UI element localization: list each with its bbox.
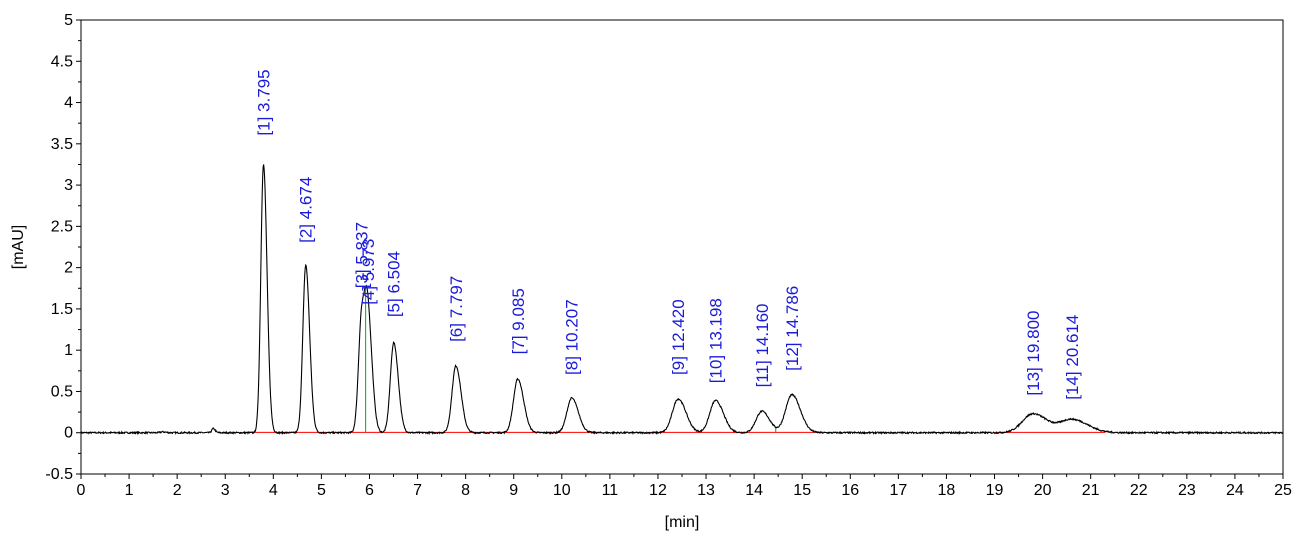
peak-label: [12] 14.786 [783, 286, 802, 371]
chromatogram-trace [80, 164, 1284, 436]
x-tick-label: 5 [317, 482, 326, 499]
y-tick-label: 0.5 [51, 383, 73, 400]
y-tick-label: 5 [64, 12, 73, 29]
peak-label: [14] 20.614 [1063, 315, 1082, 400]
y-axis-label: [mAU] [10, 225, 27, 269]
y-axis: -0.5 0 0.5 1 1.5 2 2.5 3 3.5 4 4.5 5 [45, 12, 81, 483]
peak-label: [13] 19.800 [1024, 310, 1043, 395]
x-tick-label: 12 [649, 482, 667, 499]
y-tick-label: 0 [64, 425, 73, 442]
peak-label: [6] 7.797 [447, 276, 466, 342]
y-tick-label: 1.5 [51, 301, 73, 318]
x-tick-label: 7 [413, 482, 422, 499]
y-tick-label: -0.5 [45, 466, 73, 483]
signal-line [80, 164, 1284, 436]
x-tick-label: 10 [553, 482, 571, 499]
x-tick-label: 9 [509, 482, 518, 499]
y-tick-label: 4.5 [51, 53, 73, 70]
x-tick-label: 3 [221, 482, 230, 499]
x-tick-label: 22 [1130, 482, 1148, 499]
x-tick-label: 21 [1082, 482, 1100, 499]
x-tick-label: 4 [269, 482, 278, 499]
peak-label: [2] 4.674 [297, 177, 316, 243]
x-tick-label: 20 [1034, 482, 1052, 499]
peak-labels: [1] 3.795 [2] 4.674 [3] 5.837[4] 5.973 [5] … [254, 69, 1082, 399]
y-tick-label: 2 [64, 260, 73, 277]
x-tick-label: 8 [461, 482, 470, 499]
y-tick-label: 2.5 [51, 218, 73, 235]
x-tick-label: 24 [1226, 482, 1244, 499]
y-tick-label: 3.5 [51, 136, 73, 153]
peak-label: [1] 3.795 [254, 69, 273, 135]
x-tick-label: 0 [77, 482, 86, 499]
peak-label: [5] 6.504 [385, 251, 404, 317]
x-tick-label: 13 [697, 482, 715, 499]
x-tick-label: 19 [986, 482, 1004, 499]
y-tick-label: 3 [64, 177, 73, 194]
x-tick-label: 18 [938, 482, 956, 499]
x-tick-label: 25 [1274, 482, 1292, 499]
x-tick-label: 15 [793, 482, 811, 499]
peak-label: [8] 10.207 [563, 299, 582, 375]
peak-label: [9] 12.420 [669, 299, 688, 375]
peak-label: [10] 13.198 [707, 298, 726, 383]
peak-label: [3] 5.837 [353, 222, 372, 288]
x-tick-label: 2 [173, 482, 182, 499]
peak-label: [4] 5.973 [359, 239, 378, 305]
x-tick-label: 16 [841, 482, 859, 499]
x-axis-label: [min] [665, 514, 700, 531]
peak-label: [7] 9.085 [509, 288, 528, 354]
x-tick-label: 14 [745, 482, 763, 499]
x-tick-label: 17 [889, 482, 907, 499]
x-tick-label: 6 [365, 482, 374, 499]
y-tick-label: 1 [64, 342, 73, 359]
y-tick-label: 4 [64, 95, 73, 112]
x-tick-label: 23 [1178, 482, 1196, 499]
peak-label: [11] 14.160 [753, 303, 772, 387]
x-axis: 0 1 2 3 4 5 6 7 8 9 10 11 12 13 14 15 16 17 18 19 20 21 22 23 24… [77, 474, 1292, 499]
x-tick-label: 11 [602, 482, 619, 499]
x-tick-label: 1 [125, 482, 134, 499]
